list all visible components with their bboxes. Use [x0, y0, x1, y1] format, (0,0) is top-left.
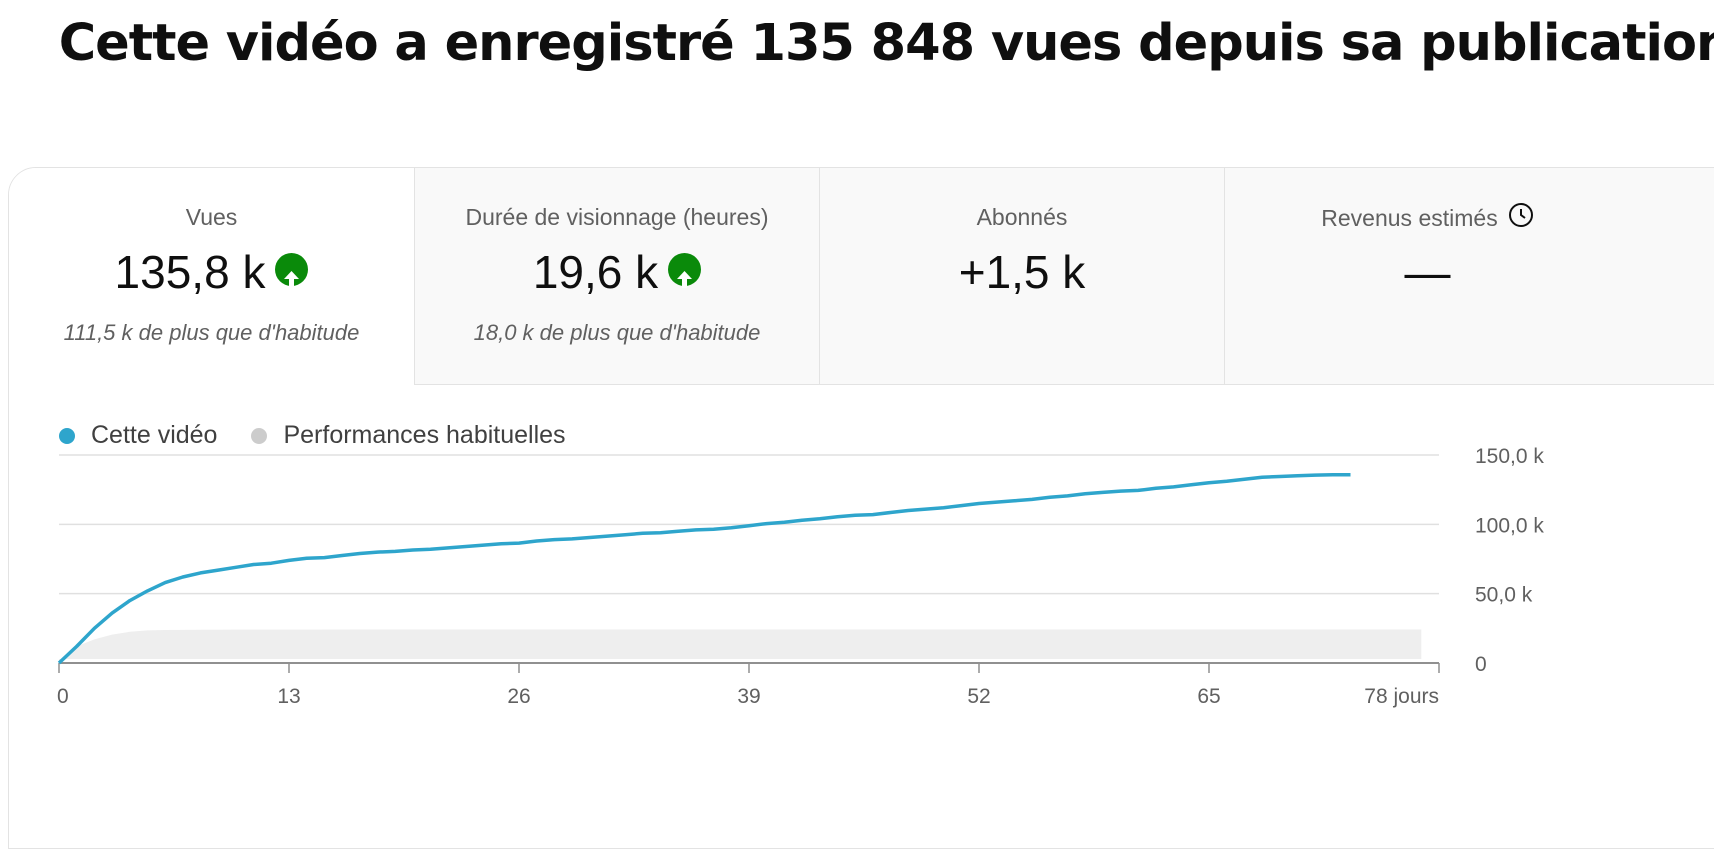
arrow-up-circle-icon: [668, 253, 702, 289]
tab-views-value: 135,8 k: [9, 241, 414, 299]
legend-dot-typical: [251, 427, 268, 444]
x-tick-label: 13: [277, 685, 300, 708]
x-tick-label: 26: [507, 685, 530, 708]
watch-time-value: 19,6 k: [532, 245, 659, 298]
y-tick-label: 0: [1475, 653, 1487, 676]
tab-watch-time-value: 19,6 k: [415, 241, 819, 299]
subscribers-value: +1,5 k: [958, 245, 1086, 298]
tab-subscribers[interactable]: Abonnés +1,5 k: [819, 168, 1224, 385]
revenue-value: —: [1404, 245, 1451, 298]
tab-views[interactable]: Vues 135,8 k 111,5 k de plus que d'habit…: [9, 168, 414, 385]
clock-icon[interactable]: [1508, 202, 1534, 234]
tab-watch-time-note: 18,0 k de plus que d'habitude: [473, 320, 761, 345]
series-this-video-line: [57, 472, 1351, 665]
tab-revenue-label: Revenus estimés: [1321, 205, 1498, 232]
tab-watch-time-label: Durée de visionnage (heures): [465, 204, 769, 230]
chart-legend: Cette vidéo Performances habituelles: [59, 421, 600, 450]
metric-tabs: Vues 135,8 k 111,5 k de plus que d'habit…: [9, 168, 1714, 385]
x-tick-label: 39: [737, 685, 760, 708]
tab-revenue[interactable]: Revenus estimés —: [1224, 168, 1714, 385]
x-tick-label: 78 jours: [1364, 685, 1439, 708]
legend-item-this-video: Cette vidéo: [59, 421, 217, 450]
x-tick-label: 65: [1197, 685, 1220, 708]
y-tick-label: 150,0 k: [1475, 445, 1544, 468]
series-typical-performance: [59, 629, 1422, 663]
x-tick-label: 0: [57, 685, 69, 708]
legend-dot-this-video: [59, 427, 75, 444]
x-tick-label: 52: [967, 685, 990, 708]
arrow-up-circle-icon: [275, 253, 309, 289]
y-tick-label: 50,0 k: [1475, 584, 1533, 607]
tab-revenue-value: —: [1225, 241, 1630, 299]
views-value: 135,8 k: [114, 245, 266, 298]
legend-label-this-video: Cette vidéo: [91, 421, 218, 449]
page-title: Cette vidéo a enregistré 135 848 vues de…: [58, 14, 1714, 73]
tab-watch-time[interactable]: Durée de visionnage (heures) 19,6 k 18,0…: [414, 168, 819, 385]
legend-label-typical: Performances habituelles: [283, 421, 566, 449]
legend-item-typical: Performances habituelles: [251, 421, 566, 450]
analytics-card: Vues 135,8 k 111,5 k de plus que d'habit…: [8, 167, 1714, 849]
tab-revenue-label-wrap: Revenus estimés: [1225, 202, 1630, 236]
views-chart: 150,0 k 100,0 k 50,0 k 0 0 13 26 39 52 65 78 jours: [57, 445, 1544, 708]
tab-views-note: 111,5 k de plus que d'habitude: [63, 320, 360, 345]
y-tick-label: 100,0 k: [1475, 514, 1544, 537]
tab-subscribers-value: +1,5 k: [820, 241, 1224, 299]
tab-views-label: Vues: [185, 204, 238, 230]
tab-subscribers-label: Abonnés: [976, 204, 1068, 230]
